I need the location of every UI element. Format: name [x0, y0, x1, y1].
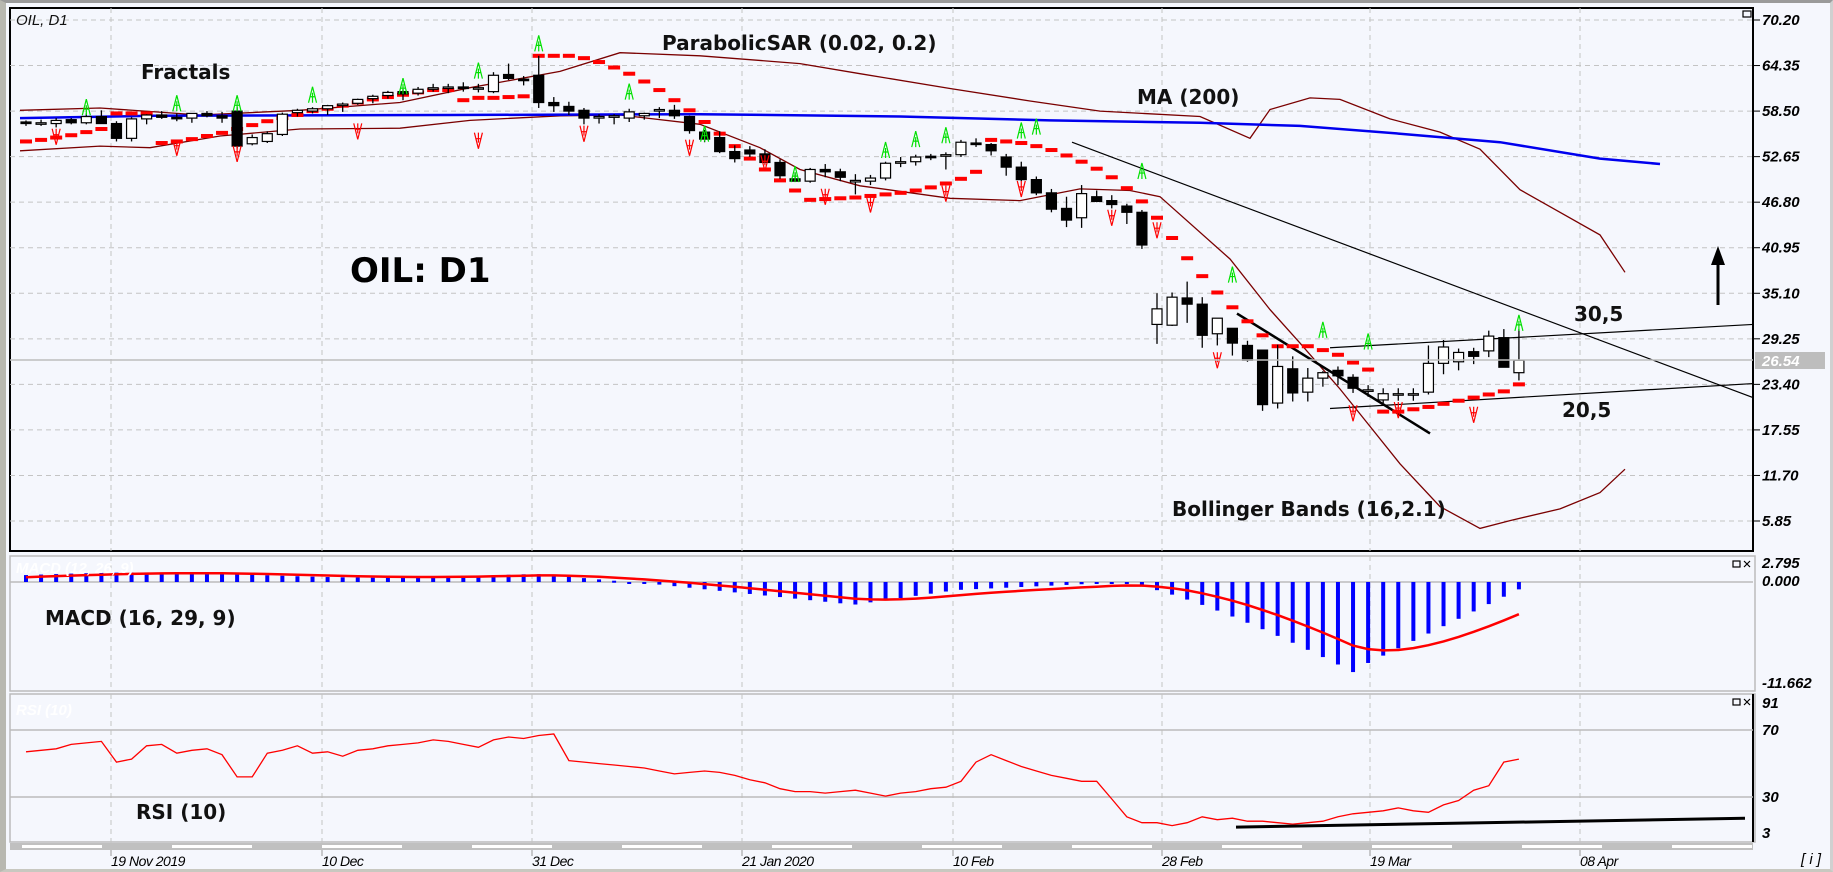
- ma-label: MA (200): [1137, 85, 1239, 109]
- svg-text:58.50: 58.50: [1762, 103, 1800, 120]
- svg-text:21 Jan 2020: 21 Jan 2020: [741, 853, 814, 869]
- symbol-label: OIL, D1: [16, 12, 68, 29]
- macd-panel-close-icon[interactable]: [1743, 560, 1751, 568]
- svg-text:17.55: 17.55: [1762, 422, 1800, 439]
- chart-title: OIL: D1: [350, 251, 491, 291]
- svg-text:52.65: 52.65: [1762, 149, 1800, 166]
- rsi-axis-70: 70: [1762, 722, 1779, 739]
- macd-axis-min: -11.662: [1762, 675, 1812, 692]
- svg-text:35.10: 35.10: [1762, 285, 1800, 302]
- svg-text:08 Apr: 08 Apr: [1580, 853, 1620, 869]
- svg-text:70.20: 70.20: [1762, 12, 1800, 29]
- svg-text:29.25: 29.25: [1761, 331, 1800, 348]
- rsi-panel: [9, 693, 1756, 843]
- svg-text:31 Dec: 31 Dec: [532, 853, 574, 869]
- price-axis: 70.20 64.35 58.50 52.65 46.80 40.95 35.10 29.25…: [1753, 12, 1800, 530]
- svg-text:23.40: 23.40: [1761, 376, 1800, 393]
- svg-text:28 Feb: 28 Feb: [1161, 853, 1203, 869]
- macd-label: MACD (16, 29, 9): [45, 606, 236, 630]
- resistance-level-label: 30,5: [1574, 302, 1623, 326]
- rsi-axis-3: 3: [1762, 825, 1771, 842]
- up-arrow-icon: [1711, 246, 1725, 305]
- current-price-value: 26.54: [1761, 353, 1800, 370]
- time-scrollbar[interactable]: [10, 843, 1753, 850]
- macd-panel-maximize-icon[interactable]: [1732, 560, 1741, 568]
- svg-text:64.35: 64.35: [1762, 58, 1800, 75]
- svg-text:46.80: 46.80: [1761, 194, 1800, 211]
- fractals: [51, 35, 1524, 423]
- bollinger-label: Bollinger Bands (16,2.1): [1172, 497, 1446, 521]
- svg-text:40.95: 40.95: [1761, 240, 1800, 257]
- rsi-ghost-label: RSI (10): [16, 702, 72, 719]
- svg-text:10 Feb: 10 Feb: [953, 853, 994, 869]
- date-axis: 19 Nov 2019 10 Dec 31 Dec 21 Jan 2020 10 Feb…: [110, 850, 1620, 869]
- support-level-label: 20,5: [1562, 398, 1611, 422]
- macd-panel: [9, 555, 1756, 692]
- rsi-axis-91: 91: [1762, 695, 1779, 712]
- current-price-badge: [1755, 352, 1825, 369]
- rsi-label: RSI (10): [136, 800, 226, 824]
- candlesticks: [20, 55, 1525, 411]
- svg-text:11.70: 11.70: [1762, 467, 1799, 484]
- fractals-label: Fractals: [141, 60, 230, 84]
- macd-axis-max: 2.795: [1761, 555, 1800, 572]
- ma-200-line: [19, 112, 1661, 166]
- macd-ghost-label: MACD (12, 26, 9): [16, 560, 134, 577]
- parabolic-sar-label: ParabolicSAR (0.02, 0.2): [662, 31, 936, 55]
- main-panel-maximize-icon[interactable]: [1742, 10, 1752, 18]
- macd-indicator: [24, 571, 1521, 673]
- svg-text:19 Nov 2019: 19 Nov 2019: [111, 853, 186, 869]
- rsi-panel-close-icon[interactable]: [1743, 698, 1751, 706]
- gridlines: [10, 8, 1753, 850]
- rsi-indicator: [25, 733, 1746, 829]
- svg-text:10 Dec: 10 Dec: [322, 853, 364, 869]
- svg-text:5.85: 5.85: [1762, 513, 1792, 530]
- svg-text:19 Mar: 19 Mar: [1370, 853, 1412, 869]
- rsi-axis-30: 30: [1762, 789, 1779, 806]
- info-button[interactable]: [ i ]: [1800, 851, 1821, 868]
- rsi-panel-maximize-icon[interactable]: [1732, 698, 1741, 706]
- main-panel: [9, 7, 1754, 552]
- macd-axis-zero: 0.000: [1762, 573, 1800, 590]
